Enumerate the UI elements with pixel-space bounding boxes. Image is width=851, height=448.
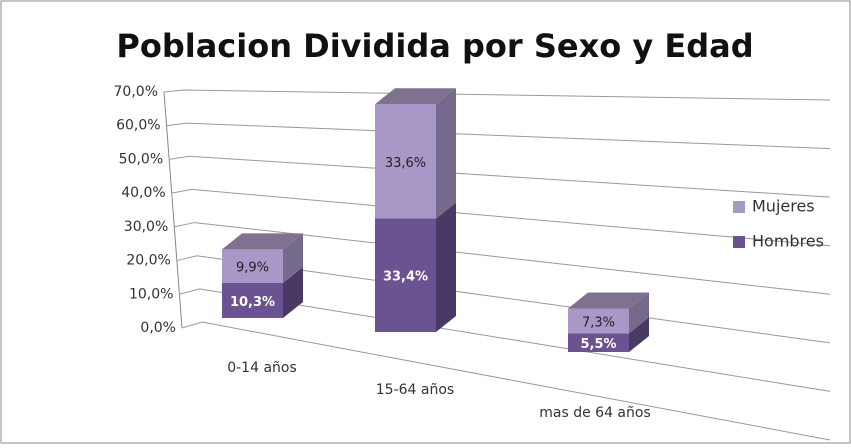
legend-swatch: [733, 236, 745, 248]
y-tick-label: 30,0%: [124, 219, 168, 235]
value-label: 33,6%: [385, 156, 426, 171]
bar-side: [283, 266, 303, 318]
bar-segment: [568, 333, 629, 352]
grid-line: [166, 122, 831, 150]
bar-top: [375, 88, 456, 105]
chart-title: Poblacion Dividida por Sexo y Edad: [116, 27, 753, 65]
y-axis: [163, 91, 183, 329]
legend-label: Mujeres: [752, 197, 815, 216]
grid-line: [163, 89, 831, 101]
grid-line: [169, 155, 831, 198]
grid-line: [181, 321, 831, 441]
bar-side: [436, 202, 456, 332]
bar-segment: [375, 218, 436, 332]
y-tick-label: 50,0%: [119, 151, 163, 167]
value-label: 7,3%: [582, 315, 615, 330]
bar-side: [283, 233, 303, 283]
legend-swatch: [733, 201, 745, 213]
bar-segment: [568, 308, 629, 334]
bar-segment: [222, 249, 283, 283]
legend-label: Hombres: [752, 232, 824, 251]
y-tick-label: 10,0%: [129, 286, 173, 302]
y-tick-label: 60,0%: [116, 118, 160, 134]
grid-line: [171, 188, 831, 247]
y-tick-label: 20,0%: [126, 253, 170, 269]
bar-top: [222, 233, 303, 250]
grid-line: [179, 288, 831, 392]
bar-top: [568, 292, 649, 309]
bar-segment: [222, 282, 283, 318]
value-label: 9,9%: [236, 261, 269, 276]
bar-side: [436, 88, 456, 219]
x-tick-label: 0-14 años: [227, 360, 297, 376]
value-label: 10,3%: [230, 295, 275, 310]
bar-segment: [375, 104, 436, 219]
value-label: 33,4%: [383, 270, 428, 285]
y-tick-label: 0,0%: [140, 320, 176, 336]
x-tick-label: mas de 64 años: [539, 405, 651, 421]
grid-line: [174, 222, 831, 295]
x-tick-label: 15-64 años: [376, 382, 454, 398]
bar-side: [629, 317, 649, 352]
value-label: 5,5%: [580, 337, 616, 352]
y-tick-label: 40,0%: [121, 185, 165, 201]
bar-side: [629, 292, 649, 334]
y-tick-label: 70,0%: [114, 84, 158, 100]
